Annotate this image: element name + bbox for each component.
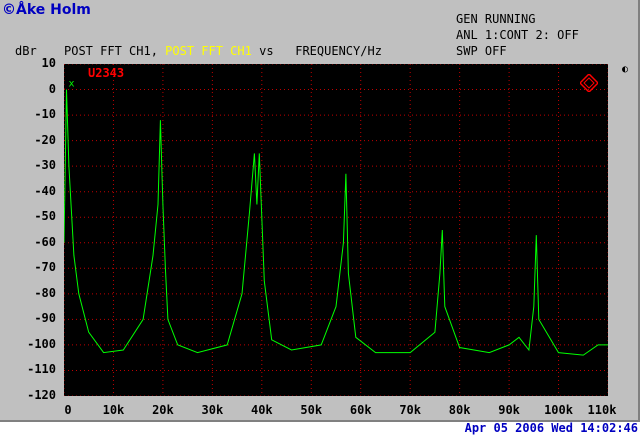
y-tick-label: -110 <box>27 362 56 377</box>
x-tick-label: 20k <box>152 403 174 417</box>
x-tick-label: 10k <box>102 403 125 417</box>
y-tick-label: -30 <box>34 158 56 173</box>
x-tick-label: 100k <box>544 403 573 417</box>
rs-logo-icon <box>580 74 598 92</box>
x-tick-label: 50k <box>300 403 323 417</box>
y-tick-label: -70 <box>34 260 56 275</box>
y-axis-unit: dBr <box>15 44 37 58</box>
y-tick-label: -120 <box>27 388 56 402</box>
y-tick-label: 0 <box>48 81 56 96</box>
x-tick-label: 80k <box>448 403 471 417</box>
generator-status: GEN RUNNING <box>456 12 536 26</box>
analyzer-screen: ©Åke Holm GEN RUNNING ANL 1:CONT 2: OFF … <box>0 0 640 422</box>
x-tick-label: 30k <box>201 403 224 417</box>
trace-ch1 <box>64 89 608 356</box>
half-circle-icon: ◐ <box>622 64 629 75</box>
y-tick-label: -80 <box>34 285 56 300</box>
x-tick-label: 90k <box>498 403 520 417</box>
y-tick-label: 10 <box>41 56 56 70</box>
copyright-text: ©Åke Holm <box>2 2 91 18</box>
y-tick-label: -60 <box>34 234 56 249</box>
y-tick-label: -90 <box>34 311 56 326</box>
x-tick-label: 40k <box>250 403 273 417</box>
fft-chart: x <box>64 64 608 396</box>
analyzer-status: ANL 1:CONT 2: OFF <box>456 28 579 42</box>
chart-title: POST FFT CH1, POST FFT CH1 vs FREQUENCY/… <box>64 44 382 58</box>
marker-label: U2343 <box>88 66 125 80</box>
grid <box>64 64 608 396</box>
x-tick-label: 70k <box>399 403 422 417</box>
datetime-stamp: Apr 05 2006 Wed 14:02:46 <box>464 421 638 435</box>
marker-symbol: x <box>68 79 74 90</box>
title-channel-highlight: POST FFT CH1 <box>165 44 252 58</box>
title-x-quantity: FREQUENCY/Hz <box>295 44 382 58</box>
sweep-status: SWP OFF <box>456 44 507 58</box>
x-tick-label: 110k <box>587 403 617 417</box>
y-tick-label: -100 <box>27 336 56 351</box>
y-tick-label: -10 <box>34 107 56 122</box>
y-tick-label: -50 <box>34 209 56 224</box>
x-tick-label: 60k <box>349 403 372 417</box>
x-tick-label: 0 <box>64 403 72 417</box>
plot-area: x <box>64 64 608 396</box>
y-tick-label: -20 <box>34 132 56 147</box>
title-channel: POST FFT CH1, <box>64 44 158 58</box>
title-vs: vs <box>259 44 274 58</box>
y-tick-label: -40 <box>34 183 56 198</box>
